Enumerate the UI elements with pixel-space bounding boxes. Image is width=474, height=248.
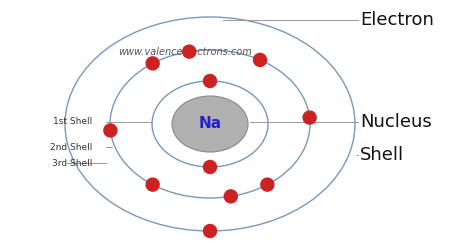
Text: www.valenceelectrons.com: www.valenceelectrons.com (118, 47, 252, 57)
Text: Nucleus: Nucleus (360, 113, 432, 131)
Text: Electron: Electron (360, 11, 434, 29)
Text: Shell: Shell (360, 146, 404, 164)
Ellipse shape (172, 96, 248, 152)
Circle shape (303, 111, 316, 124)
Text: Na: Na (199, 117, 221, 131)
Text: 1st Shell: 1st Shell (53, 118, 92, 126)
Text: 3rd Shell: 3rd Shell (52, 158, 92, 167)
Circle shape (146, 178, 159, 191)
Circle shape (203, 74, 217, 88)
Circle shape (146, 57, 159, 70)
Text: 2nd Shell: 2nd Shell (50, 143, 92, 152)
Circle shape (104, 124, 117, 137)
Circle shape (261, 178, 274, 191)
Circle shape (182, 45, 196, 58)
Circle shape (203, 224, 217, 238)
Circle shape (254, 53, 266, 66)
Circle shape (224, 190, 237, 203)
Circle shape (203, 160, 217, 174)
